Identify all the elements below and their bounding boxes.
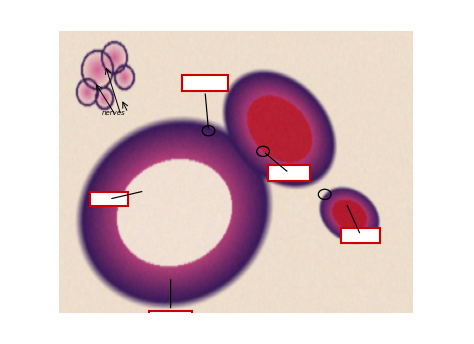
Text: nerves: nerves <box>102 110 126 116</box>
Bar <box>90 192 128 206</box>
Bar <box>182 75 228 91</box>
Text: Histology – Blood Vessels: Histology – Blood Vessels <box>70 48 326 66</box>
Bar <box>268 165 310 181</box>
Bar <box>341 228 380 243</box>
Bar <box>149 311 192 325</box>
